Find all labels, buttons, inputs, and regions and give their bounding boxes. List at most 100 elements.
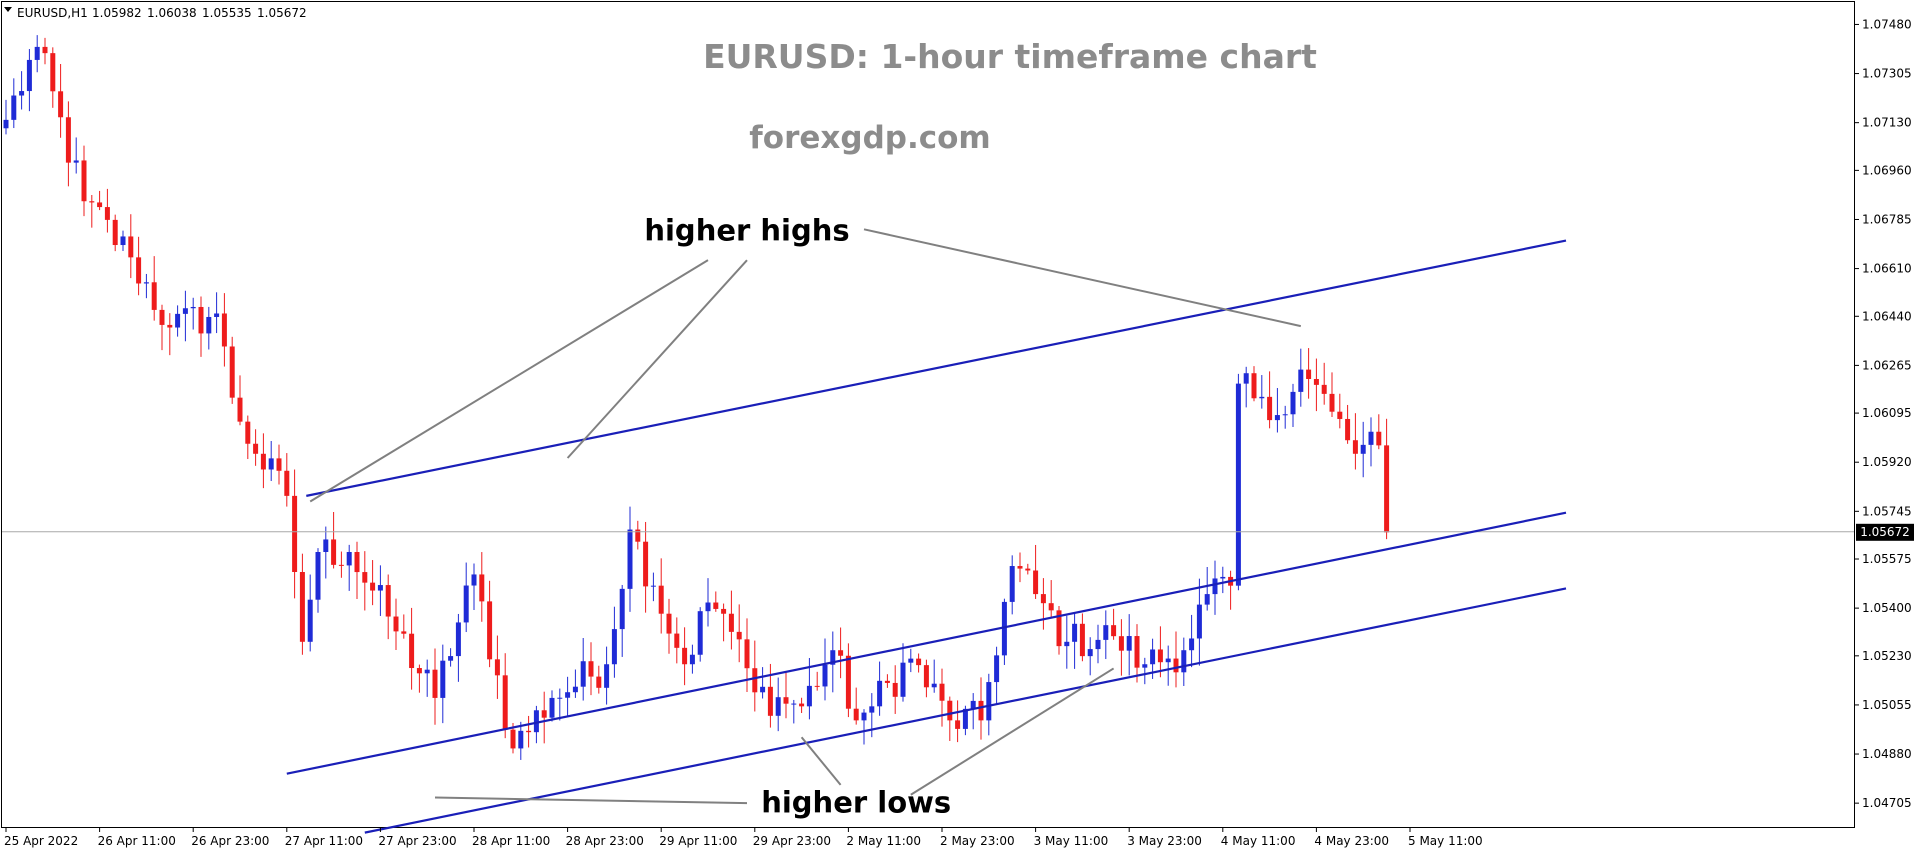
candle-body [526, 730, 532, 733]
candle [1040, 578, 1046, 630]
candle [884, 674, 890, 688]
candle-body [572, 686, 578, 693]
candle-body [1235, 383, 1241, 586]
candle [198, 296, 204, 357]
lower-channel-line[interactable] [364, 587, 1567, 834]
candle [1376, 414, 1382, 450]
candle-body [1274, 415, 1280, 421]
candle-body [1204, 594, 1210, 605]
current-price-label: 1.05672 [1860, 525, 1910, 539]
candle-body [1111, 625, 1117, 637]
candle-body [767, 686, 773, 716]
candle [112, 214, 118, 252]
candle [1134, 624, 1140, 683]
candle [783, 671, 789, 719]
candle-body [1040, 594, 1046, 604]
candle-body [1079, 623, 1085, 657]
x-tick-label: 2 May 23:00 [940, 834, 1015, 848]
ohlc-close: 1.05672 [257, 6, 307, 20]
candle [658, 558, 664, 634]
x-tick-label: 25 Apr 2022 [4, 834, 78, 848]
candle-body [541, 710, 547, 718]
upper-channel-line[interactable] [306, 239, 1567, 497]
annotation-label: higher highs [644, 213, 849, 247]
candle [73, 137, 79, 174]
candle-body [58, 91, 64, 118]
candle-body [331, 539, 337, 565]
candle [268, 441, 274, 482]
candle-body [916, 658, 922, 666]
candle [643, 521, 649, 613]
candle [1290, 383, 1296, 428]
candle [557, 688, 563, 721]
candle [479, 552, 485, 622]
candle-body [1329, 393, 1335, 412]
candle [892, 665, 898, 714]
candle [689, 644, 695, 674]
candle-body [1001, 601, 1007, 656]
candle-body [362, 572, 368, 583]
candle [104, 188, 110, 233]
candle [3, 99, 9, 135]
candle [253, 429, 259, 466]
candle [143, 273, 149, 299]
candle-body [892, 682, 898, 697]
candle [596, 665, 602, 694]
candles-layer [2, 35, 1854, 760]
candle [1173, 631, 1179, 688]
x-tick-label: 28 Apr 23:00 [566, 834, 644, 848]
candle-body [1384, 445, 1390, 533]
candle-body [104, 207, 110, 220]
candle-body [455, 622, 461, 657]
candle [1274, 388, 1280, 433]
candle-body [830, 650, 836, 665]
candle [728, 590, 734, 650]
candle [245, 415, 251, 460]
y-tick-label: 1.05055 [1862, 698, 1912, 712]
candle-body [229, 346, 235, 398]
candle-body [666, 613, 672, 634]
candle-body [791, 703, 797, 705]
candle [1321, 362, 1327, 405]
candle-body [721, 608, 727, 614]
candle [307, 574, 313, 652]
current-price-badge: 1.05672 [1856, 523, 1914, 541]
candle [58, 64, 64, 138]
candle-body [635, 529, 641, 542]
candle [120, 230, 126, 251]
candle-body [502, 675, 508, 730]
candle-body [65, 117, 71, 163]
candle [822, 638, 828, 701]
candle-body [1118, 636, 1124, 651]
candle [175, 305, 181, 337]
candle [947, 696, 953, 741]
candle-body [1337, 411, 1343, 419]
candle [50, 47, 56, 108]
candle-body [822, 664, 828, 687]
candle [736, 604, 742, 663]
annotation-arrow [863, 228, 1302, 328]
candle [1001, 598, 1007, 665]
x-tick-label: 26 Apr 23:00 [191, 834, 269, 848]
candle [1196, 578, 1202, 666]
candle-body [994, 655, 1000, 683]
candle [572, 669, 578, 698]
candle [970, 693, 976, 730]
candle-body [775, 697, 781, 716]
annotation-arrow [434, 796, 748, 805]
candle [955, 700, 961, 743]
candle [1243, 366, 1249, 408]
middle-channel-line[interactable] [286, 511, 1567, 775]
candle-body [580, 661, 586, 687]
candle-body [1321, 384, 1327, 394]
candle-body [1313, 379, 1319, 385]
annotation-arrow [910, 667, 1115, 796]
dropdown-triangle-icon[interactable] [4, 7, 12, 12]
candle-body [838, 650, 844, 656]
candle-body [463, 585, 469, 623]
annotation-label: higher lows [761, 786, 951, 820]
candle-body [73, 160, 79, 163]
candle-body [1087, 649, 1093, 657]
y-tick-label: 1.06265 [1862, 358, 1912, 372]
candle-body [471, 574, 477, 586]
